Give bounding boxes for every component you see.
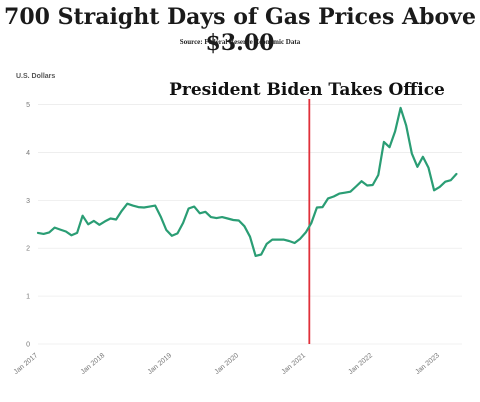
y-tick-label: 4 [26,150,30,157]
x-tick-label: Jan 2023 [414,352,441,376]
y-tick-label: 0 [26,342,30,349]
chart-subtitle: Source: Federal Reserve Economic Data [179,38,301,46]
x-tick-label: Jan 2022 [347,352,374,376]
x-tick-label: Jan 2019 [147,352,174,376]
x-tick-label: Jan 2020 [214,352,241,376]
gas-price-series-line [36,106,458,257]
chart-title: 700 Straight Days of Gas Prices Above $3… [4,4,476,56]
x-tick-label: Jan 2017 [13,352,40,376]
y-tick-label: 2 [26,246,30,253]
x-tick-label: Jan 2018 [80,352,107,376]
y-axis-label: U.S. Dollars [16,73,55,80]
y-tick-label: 5 [26,102,30,109]
x-tick-label: Jan 2021 [281,352,308,376]
y-tick-label: 3 [26,198,30,205]
annotation-label: President Biden Takes Office [169,80,445,100]
y-tick-label: 1 [26,294,30,301]
